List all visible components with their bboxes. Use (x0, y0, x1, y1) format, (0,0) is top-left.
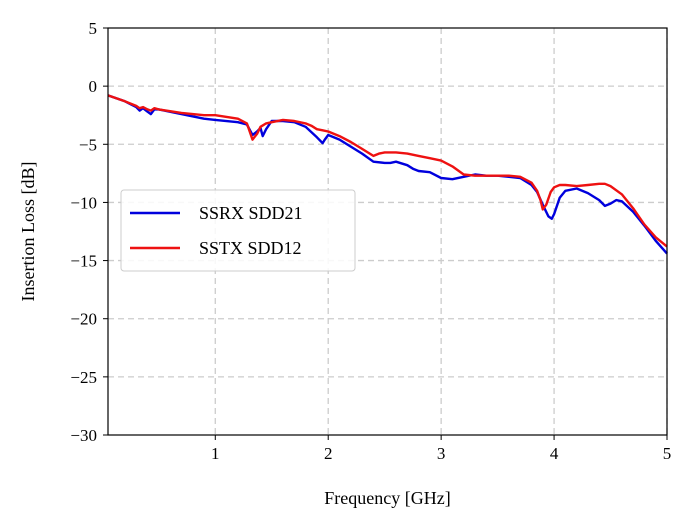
y-axis-label: Insertion Loss [dB] (18, 162, 38, 302)
x-axis-label: Frequency [GHz] (324, 488, 450, 508)
y-tick-label: −5 (79, 135, 97, 154)
legend-label-ssrx: SSRX SDD21 (199, 203, 303, 223)
y-tick-label: −20 (70, 310, 97, 329)
y-tick-label: −25 (70, 368, 97, 387)
legend-label-sstx: SSTX SDD12 (199, 238, 302, 258)
y-tick-label: 0 (89, 77, 98, 96)
legend: SSRX SDD21 SSTX SDD12 (120, 189, 356, 272)
y-tick-label: 5 (89, 19, 98, 38)
ticks: 1 2 3 4 5 5 0 −5 −10 −15 −20 −25 −30 (70, 19, 671, 463)
y-tick-label: −30 (70, 426, 97, 445)
y-tick-label: −15 (70, 252, 97, 271)
legend-box (120, 189, 356, 272)
x-tick-label: 4 (550, 444, 559, 463)
x-tick-label: 5 (663, 444, 672, 463)
x-tick-label: 1 (211, 444, 220, 463)
x-tick-label: 2 (324, 444, 333, 463)
series-line-ssrx (107, 94, 668, 255)
series-layer (107, 94, 668, 255)
series-line-sstx (107, 94, 668, 248)
y-tick-label: −10 (70, 193, 97, 212)
x-tick-label: 3 (437, 444, 446, 463)
plot-frame (107, 27, 668, 436)
